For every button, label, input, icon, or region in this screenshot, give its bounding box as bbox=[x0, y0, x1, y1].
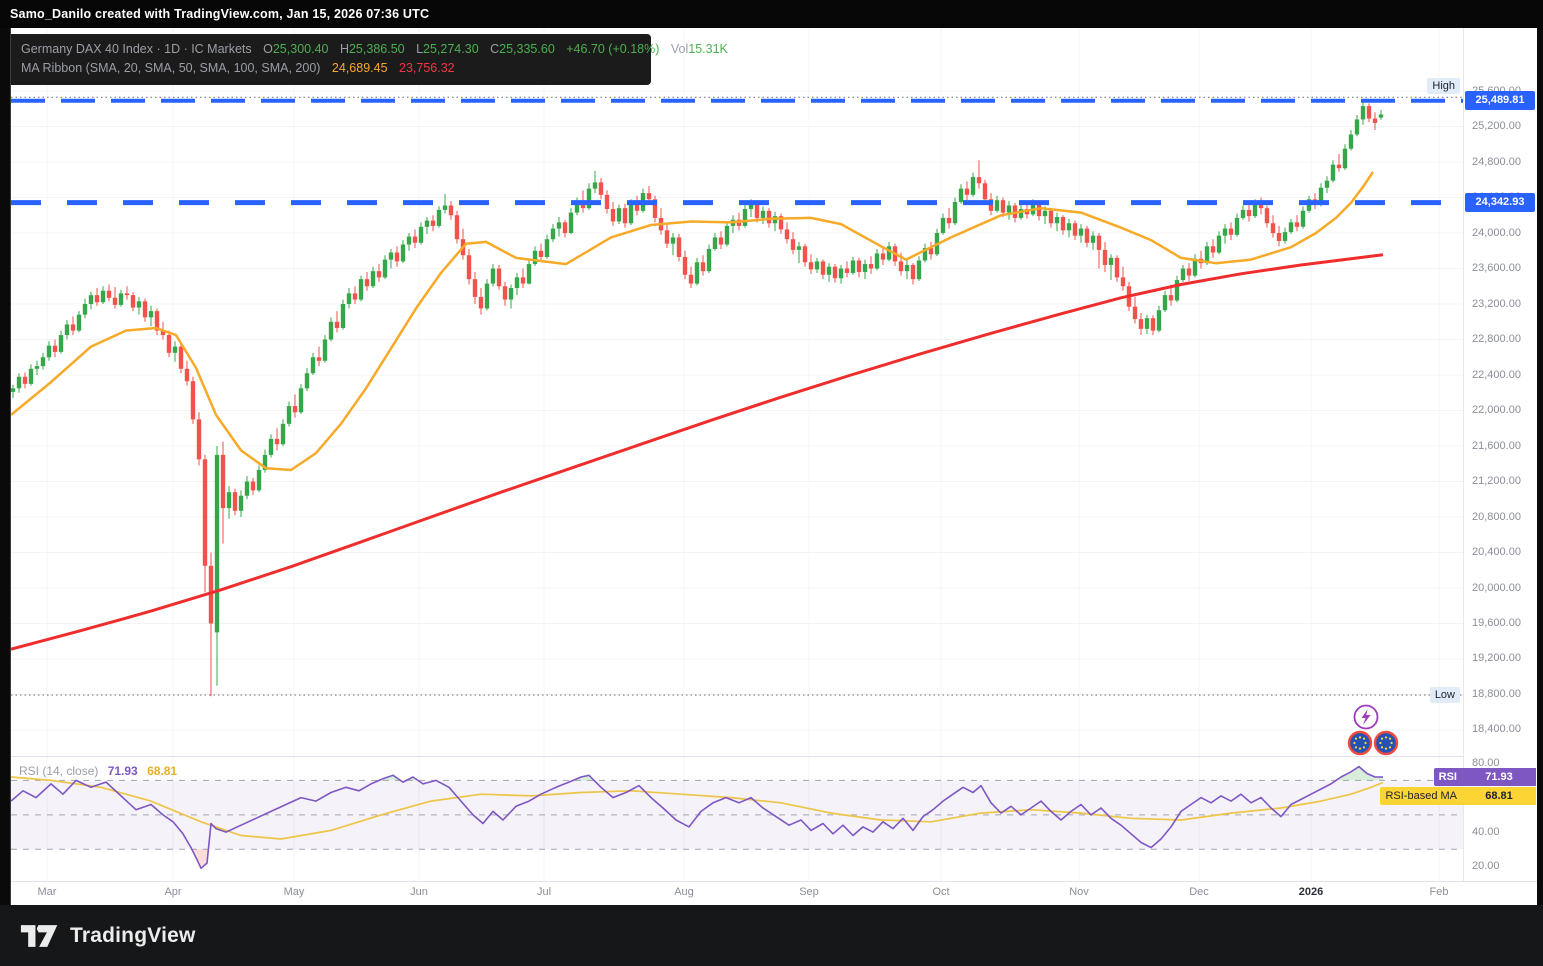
time-axis-month-label: Nov bbox=[1069, 886, 1089, 898]
rsi-axis-label: 80.00 bbox=[1472, 756, 1500, 769]
price-axis-label: 23,200.00 bbox=[1472, 297, 1521, 310]
chart-area: Germany DAX 40 Index · 1D · IC Markets O… bbox=[10, 28, 1537, 905]
pane-separator[interactable] bbox=[11, 756, 1463, 757]
open-value: 25,300.40 bbox=[272, 42, 329, 56]
main-pane-canvas[interactable] bbox=[11, 28, 1463, 756]
ma-fast-value: 24,689.45 bbox=[331, 61, 388, 75]
price-axis-label: 19,600.00 bbox=[1472, 616, 1521, 629]
rsi-axis-label: 40.00 bbox=[1472, 825, 1500, 838]
symbol-title: Germany DAX 40 Index · 1D · IC Markets bbox=[21, 42, 252, 56]
price-level-label: 25,489.81 bbox=[1465, 91, 1535, 111]
ma-ribbon-legend-row[interactable]: MA Ribbon (SMA, 20, SMA, 50, SMA, 100, S… bbox=[21, 59, 637, 78]
volume-value: 15.31K bbox=[688, 42, 728, 56]
price-axis-label: 18,800.00 bbox=[1472, 687, 1521, 700]
close-value: 25,335.60 bbox=[499, 42, 555, 56]
price-axis-label: 19,200.00 bbox=[1472, 652, 1521, 665]
time-axis-month-label: May bbox=[283, 886, 305, 898]
rsi-value-label: RSI 71.93 bbox=[1433, 768, 1536, 787]
tradingview-logo[interactable]: TradingView bbox=[20, 921, 196, 951]
open-letter: O bbox=[263, 42, 273, 56]
price-axis-label: 20,800.00 bbox=[1472, 510, 1521, 523]
rsi-ma-value: 68.81 bbox=[1462, 786, 1536, 805]
price-level-label: 24,342.93 bbox=[1465, 193, 1535, 213]
rsi-tag: RSI bbox=[1433, 768, 1462, 787]
price-axis-label: 18,400.00 bbox=[1472, 723, 1521, 736]
rsi-value: 71.93 bbox=[1462, 768, 1536, 787]
price-axis-label: 25,200.00 bbox=[1472, 120, 1521, 132]
attribution-bar: Samo_Danilo created with TradingView.com… bbox=[0, 0, 1543, 28]
price-axis-label: 22,400.00 bbox=[1472, 368, 1521, 381]
low-marker-label: Low bbox=[1429, 687, 1460, 704]
tradingview-brand-text: TradingView bbox=[70, 923, 196, 947]
time-axis-month-label: Feb bbox=[1429, 886, 1449, 898]
price-axis[interactable]: 18,400.00 18,800.00 19,200.00 19,600.00 20,0… bbox=[1463, 28, 1537, 905]
price-axis-label: 20,000.00 bbox=[1472, 581, 1521, 594]
volume-label: Vol bbox=[670, 42, 689, 56]
rsi-pane-canvas[interactable] bbox=[11, 757, 1463, 881]
time-axis-month-label: Mar bbox=[37, 886, 57, 898]
rsi-legend[interactable]: RSI (14, close) 71.93 68.81 bbox=[19, 764, 177, 778]
lightning-circle-icon[interactable] bbox=[1353, 704, 1379, 730]
time-axis-year-label: 2026 bbox=[1298, 886, 1324, 898]
high-marker-label: High bbox=[1427, 78, 1460, 95]
close-letter: C bbox=[490, 42, 500, 56]
price-axis-label: 24,800.00 bbox=[1472, 155, 1521, 168]
ma-slow-value: 23,756.32 bbox=[399, 61, 455, 75]
time-axis-month-label: Aug bbox=[674, 886, 694, 898]
price-axis-label: 23,600.00 bbox=[1472, 262, 1521, 274]
price-axis-label: 21,200.00 bbox=[1472, 475, 1521, 487]
tradingview-mark-icon bbox=[20, 924, 58, 947]
rsi-legend-value: 71.93 bbox=[107, 764, 138, 778]
rsi-axis-label: 20.00 bbox=[1472, 860, 1500, 873]
high-value: 25,386.50 bbox=[348, 42, 405, 56]
price-axis-label: 22,000.00 bbox=[1472, 404, 1521, 416]
low-value: 25,274.30 bbox=[423, 42, 479, 56]
rsi-ma-legend-value: 68.81 bbox=[147, 764, 178, 778]
time-axis[interactable]: Mar Apr May Jun Jul Aug Sep Oct Nov Dec 2026 Feb bbox=[11, 881, 1537, 905]
price-axis-label: 20,400.00 bbox=[1472, 546, 1521, 558]
rsi-ma-value-label: RSI-based MA 68.81 bbox=[1380, 786, 1536, 805]
price-axis-label: 21,600.00 bbox=[1472, 439, 1521, 452]
time-axis-month-label: Sep bbox=[799, 886, 819, 898]
change-value: +46.70 (+0.18%) bbox=[566, 42, 660, 56]
time-axis-month-label: Jul bbox=[536, 886, 552, 898]
watermark-bar: TradingView bbox=[0, 905, 1543, 966]
low-letter: L bbox=[416, 42, 424, 56]
high-letter: H bbox=[339, 42, 349, 56]
attribution-text: Samo_Danilo created with TradingView.com… bbox=[10, 7, 430, 21]
legend-box: Germany DAX 40 Index · 1D · IC Markets O… bbox=[11, 34, 728, 85]
price-axis-label: 22,800.00 bbox=[1472, 333, 1521, 345]
ma-ribbon-title: MA Ribbon (SMA, 20, SMA, 50, SMA, 100, S… bbox=[21, 61, 321, 75]
time-axis-month-label: Oct bbox=[932, 886, 950, 898]
rsi-ma-tag: RSI-based MA bbox=[1380, 786, 1462, 805]
time-axis-month-label: Apr bbox=[164, 886, 182, 898]
price-axis-label: 24,000.00 bbox=[1472, 226, 1521, 239]
time-axis-month-label: Dec bbox=[1189, 886, 1209, 898]
time-axis-month-label: Jun bbox=[410, 886, 428, 898]
symbol-legend-row[interactable]: Germany DAX 40 Index · 1D · IC Markets O… bbox=[21, 40, 728, 59]
rsi-legend-title: RSI (14, close) bbox=[19, 764, 99, 778]
eu-flag-icon[interactable] bbox=[1347, 730, 1401, 756]
